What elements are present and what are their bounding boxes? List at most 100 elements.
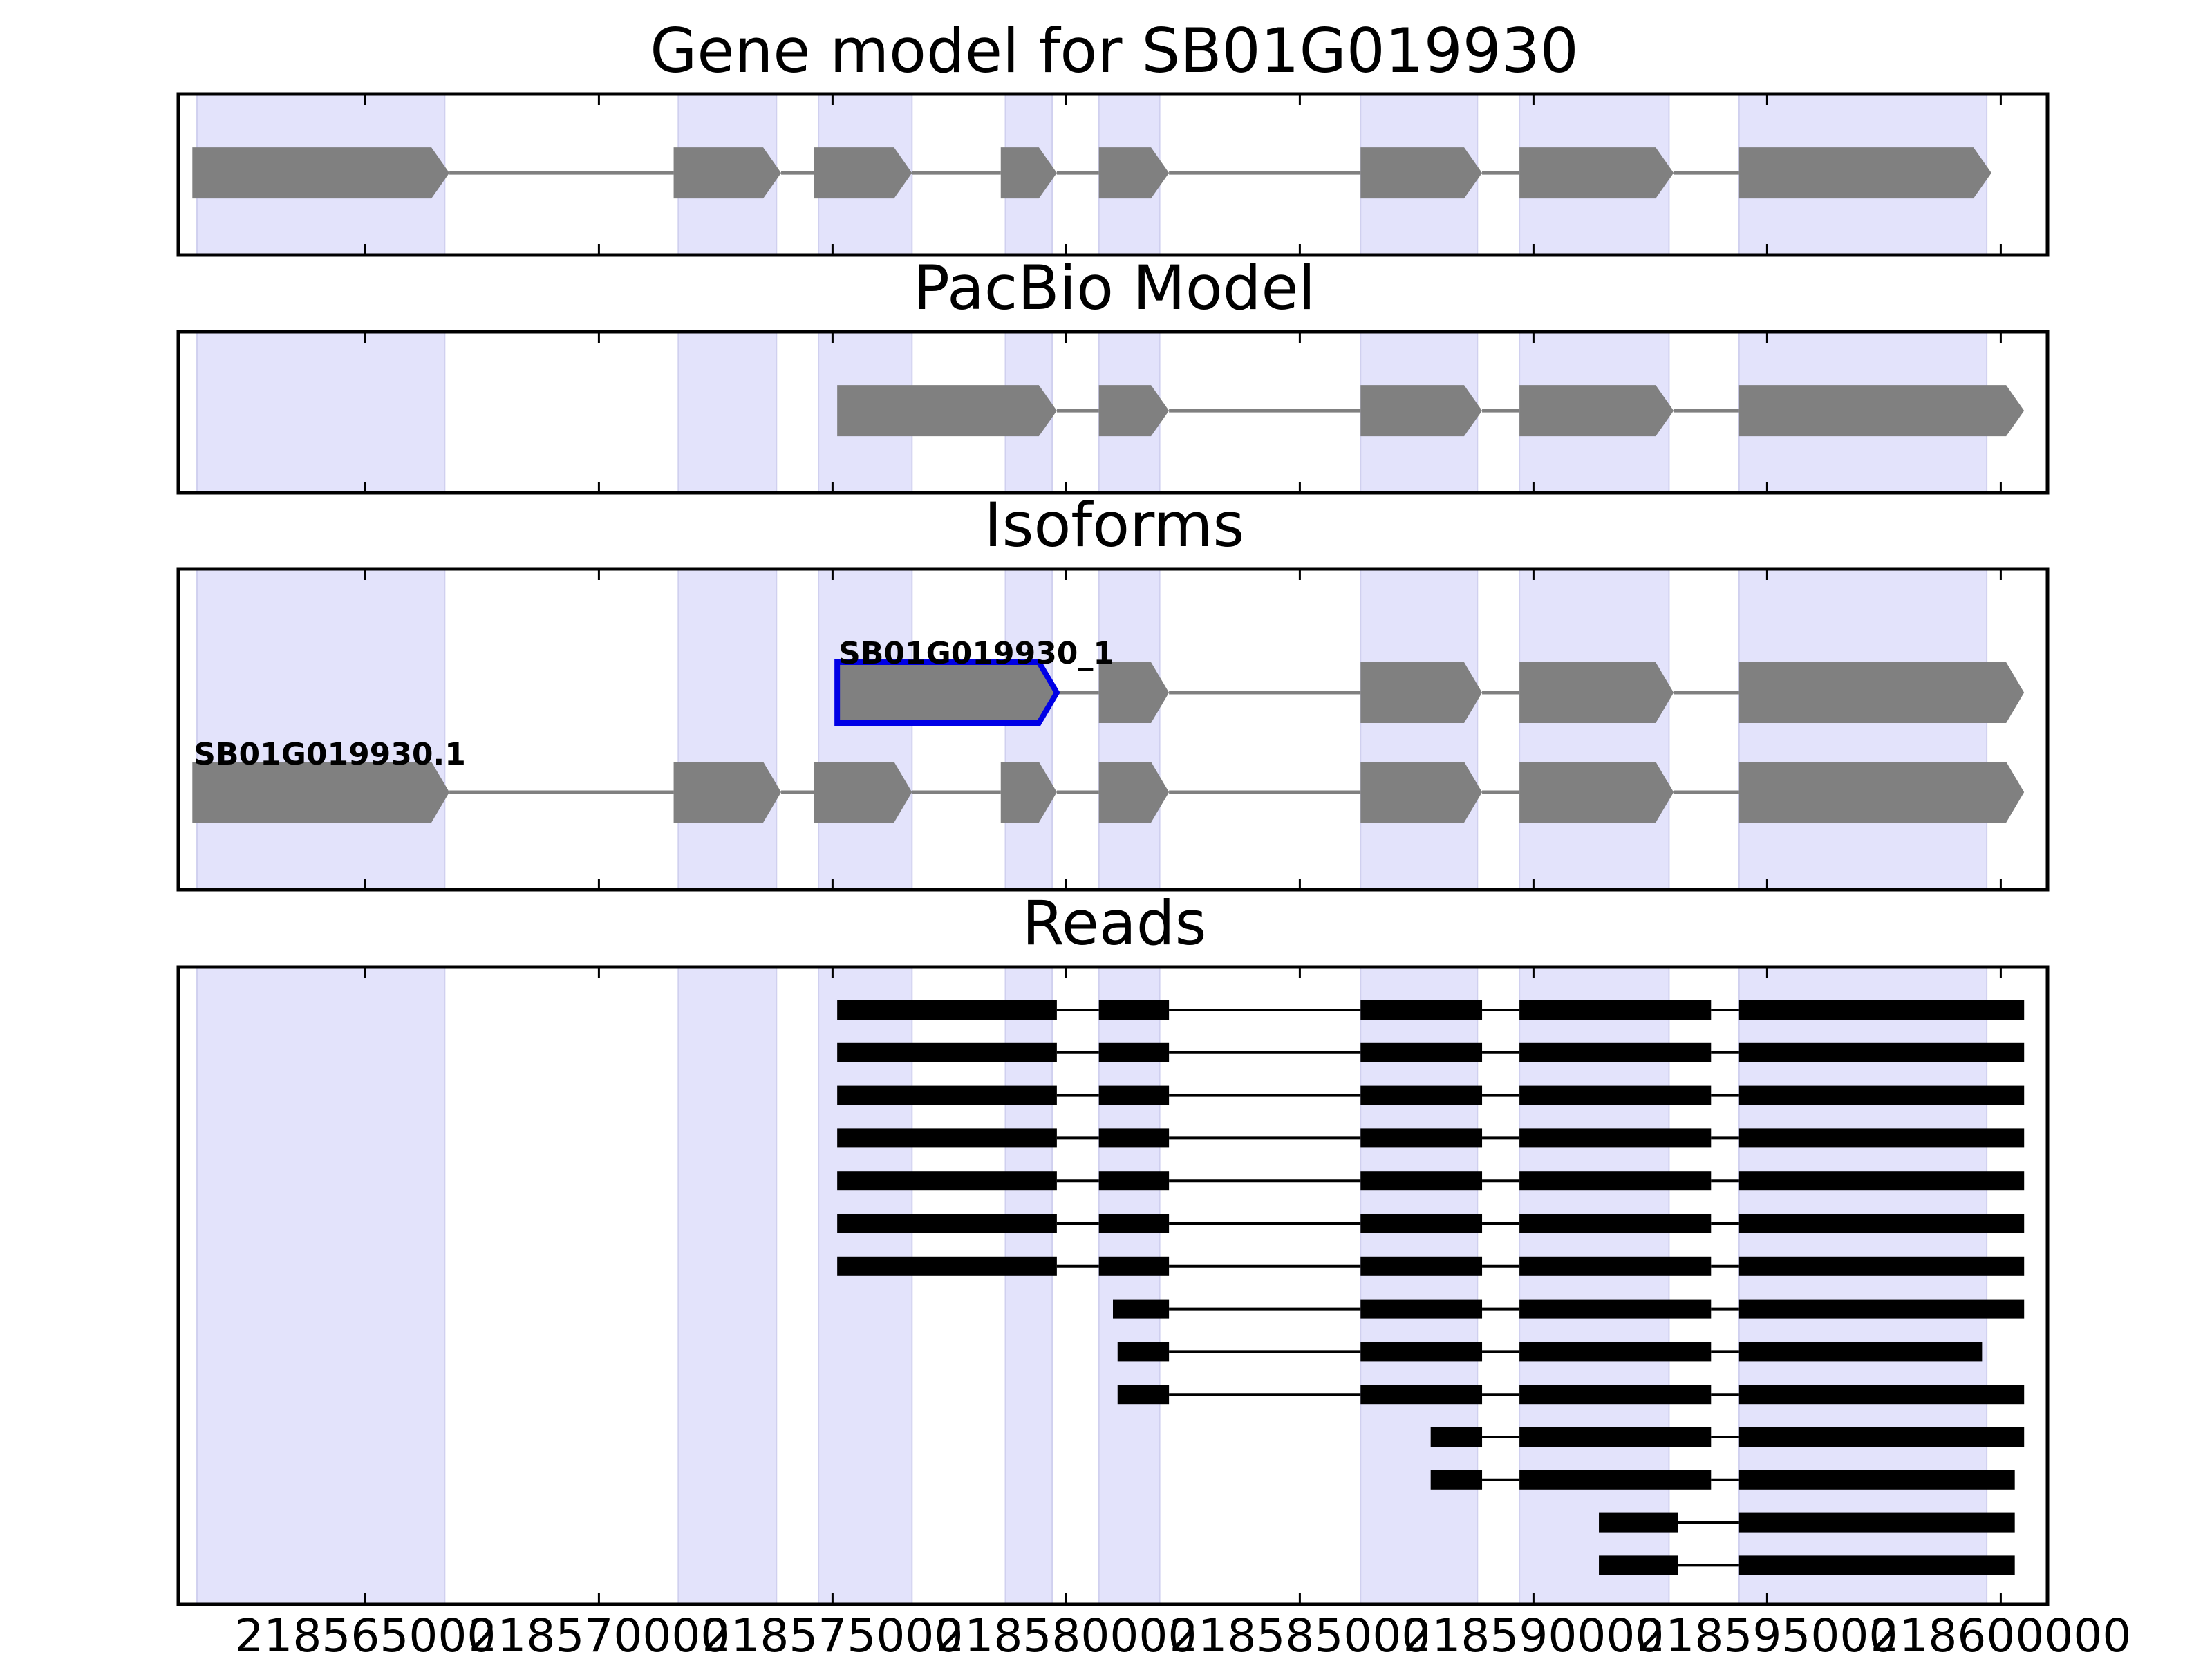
exon: [1738, 385, 2025, 437]
read-block: [1360, 1342, 1483, 1362]
x-tick-label: 218600000: [1870, 1609, 2131, 1659]
exon: [1519, 662, 1674, 723]
read-block: [1599, 1512, 1678, 1533]
read-block: [1360, 1299, 1483, 1319]
highlight-region: [1519, 966, 1670, 1605]
read-block: [1599, 1555, 1678, 1575]
read-block: [1360, 1000, 1483, 1020]
read-block: [837, 1214, 1057, 1233]
read-block: [1098, 1042, 1170, 1062]
panel-2: SB01G019930_1 SB01G019930.1: [176, 567, 2050, 892]
x-tick-label: 218580000: [935, 1609, 1197, 1659]
exon: [1098, 662, 1170, 723]
exon: [1519, 385, 1674, 437]
panel-frame: [176, 965, 2050, 1606]
panel-frame: [176, 330, 2050, 495]
read-block: [837, 1128, 1057, 1148]
panel-title-gene-model: Gene model for SB01G019930: [650, 15, 1579, 86]
read-block: [1430, 1470, 1483, 1490]
panel-1: [176, 330, 2050, 495]
highlight-region: [1360, 966, 1479, 1605]
exon: [1000, 762, 1057, 823]
x-tick-label: 218570000: [468, 1609, 729, 1659]
exon: [673, 762, 782, 823]
read-block: [1360, 1214, 1483, 1233]
x-tick-label: 218595000: [1636, 1609, 1897, 1659]
highlight-region: [1360, 568, 1479, 890]
exon: [192, 762, 450, 823]
isoform-label: SB01G019930_1: [838, 636, 1114, 671]
x-tick-label: 218565000: [234, 1609, 496, 1659]
read-block: [837, 1256, 1057, 1276]
exon: [673, 147, 782, 199]
read-block: [1738, 1299, 2025, 1319]
read-block: [837, 1000, 1057, 1020]
read-block: [837, 1085, 1057, 1105]
exon: [1098, 385, 1170, 437]
read-block: [1738, 1342, 1983, 1362]
read-block: [1098, 1256, 1170, 1276]
read-block: [1738, 1427, 2025, 1447]
read-block: [1738, 1085, 2025, 1105]
panel-0: [176, 92, 2050, 257]
isoform-label: SB01G019930.1: [194, 737, 466, 772]
exon: [814, 147, 912, 199]
exon: [837, 385, 1057, 437]
highlight-region: [1004, 568, 1053, 890]
panel-frame: [176, 92, 2050, 257]
read-block: [1738, 1214, 2025, 1233]
read-block: [1360, 1385, 1483, 1405]
exon: [1738, 762, 2025, 823]
highlight-region: [818, 966, 913, 1605]
exon: [1098, 147, 1170, 199]
highlight-region: [196, 331, 446, 494]
exon: [1360, 385, 1483, 437]
read-block: [1738, 1256, 2025, 1276]
exon: [1000, 147, 1057, 199]
read-block: [1519, 1214, 1712, 1233]
read-block: [1430, 1427, 1483, 1447]
read-block: [1360, 1042, 1483, 1062]
panel-frame: [176, 567, 2050, 892]
read-block: [1098, 1128, 1170, 1148]
highlight-region: [1738, 568, 1988, 890]
read-block: [1360, 1171, 1483, 1191]
read-block: [1098, 1000, 1170, 1020]
selected-exon: [834, 659, 1060, 726]
highlight-region: [1098, 966, 1161, 1605]
read-block: [1098, 1171, 1170, 1191]
read-block: [1360, 1256, 1483, 1276]
read-block: [1360, 1085, 1483, 1105]
panel-title-pacbio-model: PacBio Model: [913, 252, 1315, 324]
highlight-region: [818, 568, 913, 890]
read-block: [837, 1171, 1057, 1191]
exon: [1738, 662, 2025, 723]
panel-3: [176, 965, 2050, 1606]
exon: [1360, 762, 1483, 823]
highlight-region: [196, 966, 446, 1605]
highlight-region: [1519, 568, 1670, 890]
plot-panels: SB01G019930_1SB01G019930.121856500021857…: [176, 92, 2131, 1659]
read-block: [1519, 1042, 1712, 1062]
read-block: [1519, 1085, 1712, 1105]
highlight-region: [196, 568, 446, 890]
read-block: [1519, 1342, 1712, 1362]
highlight-region: [677, 331, 778, 494]
read-block: [1738, 1171, 2025, 1191]
read-block: [1738, 1000, 2025, 1020]
exon: [1360, 147, 1483, 199]
exon: [1519, 762, 1674, 823]
x-tick-label: 218590000: [1403, 1609, 1664, 1659]
read-block: [1519, 1000, 1712, 1020]
highlight-region: [677, 966, 778, 1605]
read-block: [1738, 1470, 2015, 1490]
highlight-region: [1738, 966, 1988, 1605]
read-block: [1113, 1299, 1170, 1319]
exon: [1360, 662, 1483, 723]
read-block: [1738, 1555, 2015, 1575]
exon: [1519, 147, 1674, 199]
read-block: [837, 1042, 1057, 1062]
x-tick-label: 218575000: [702, 1609, 963, 1659]
read-block: [1738, 1128, 2025, 1148]
read-block: [1098, 1085, 1170, 1105]
